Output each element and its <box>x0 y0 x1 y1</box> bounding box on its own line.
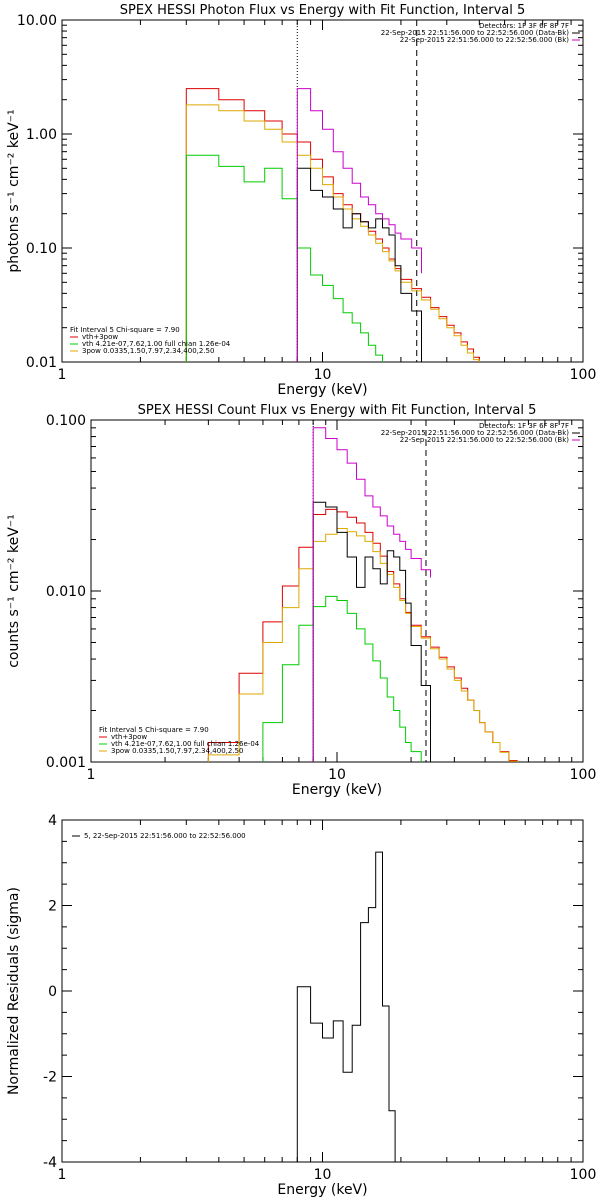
legend-entry: 3pow 0.0335,1.50,7.97,2.34,400,2.50 <box>111 747 243 755</box>
header-line: Detectors: 1F 3F 6F 8F 7F <box>479 422 569 430</box>
x-tick-label: 10 <box>328 767 346 783</box>
y-tick-label: 0.01 <box>26 355 57 371</box>
plot-frame <box>90 419 584 763</box>
chart-title: SPEX HESSI Count Flux vs Energy with Fit… <box>138 403 537 418</box>
y-tick-label: 10.00 <box>17 13 57 29</box>
plot-frame <box>61 819 584 1163</box>
series-vth-3pow <box>185 88 480 362</box>
panel-p3: 1 10 100 Energy (keV) -4 -2 0 2 4 Normalized Resi… <box>6 813 597 1198</box>
y-tick-label: 4 <box>48 813 57 829</box>
x-tick-label: 10 <box>314 367 332 383</box>
x-axis-label: Energy (keV) <box>292 782 382 798</box>
series-3pow <box>185 104 480 362</box>
header-line: Detectors: 1F 3F 6F 8F 7F <box>479 22 569 30</box>
y-axis-label: counts s⁻¹ cm⁻² keV⁻¹ <box>6 514 22 668</box>
x-axis: 1 10 100 <box>87 420 597 783</box>
y-tick-label: 0.010 <box>46 584 86 600</box>
x-tick-label: 100 <box>570 767 597 783</box>
x-axis-label: Energy (keV) <box>277 382 367 398</box>
header-line: 22-Sep-2015 22:51:56.000 to 22:52:56.000… <box>400 36 570 44</box>
header-line: 22-Sep-2015 22:51:56.000 to 22:52:56.000… <box>400 436 570 444</box>
legend-entry: vth+3pow <box>111 733 147 741</box>
series-data-bk <box>312 501 431 762</box>
panel-p1: SPEX HESSI Photon Flux vs Energy with Fi… <box>6 3 596 398</box>
y-axis: 0.01 0.10 1.00 10.00 <box>17 13 583 371</box>
legend-entry: 5, 22-Sep-2015 22:51:56.000 to 22:52:56.… <box>84 832 246 840</box>
y-axis-label: Normalized Residuals (sigma) <box>6 887 22 1095</box>
y-axis: 0.001 0.010 0.100 <box>46 413 583 771</box>
legend-title: Fit Interval 5 Chi-square = 7.90 <box>70 326 180 334</box>
legend-title: Fit Interval 5 Chi-square = 7.90 <box>99 726 209 734</box>
plot-area <box>296 851 422 1162</box>
y-tick-label: 0.100 <box>46 413 86 429</box>
series-data-bk <box>296 167 422 362</box>
series-vth <box>185 154 383 362</box>
panel-p2: SPEX HESSI Count Flux vs Energy with Fit… <box>6 403 597 798</box>
x-axis: 1 10 100 <box>58 820 597 1183</box>
y-tick-label: -4 <box>43 1155 57 1171</box>
y-tick-label: 0 <box>48 984 57 1000</box>
x-tick-label: 100 <box>570 1167 597 1183</box>
legend-entry: vth+3pow <box>82 333 118 341</box>
chart-title: SPEX HESSI Photon Flux vs Energy with Fi… <box>120 3 526 18</box>
y-tick-label: 2 <box>48 899 57 915</box>
x-tick-label: 1 <box>58 367 67 383</box>
x-tick-label: 1 <box>87 767 96 783</box>
y-axis-label: photons s⁻¹ cm⁻² keV⁻¹ <box>6 109 22 272</box>
legend-entry: vth 4.21e-07,7.62,1.00 full chian 1.26e-… <box>82 340 231 348</box>
series-3pow <box>207 528 518 762</box>
y-tick-label: -2 <box>43 1070 57 1086</box>
y-tick-label: 1.00 <box>26 127 57 143</box>
series-vth-3pow <box>207 508 518 762</box>
series-vth <box>262 595 422 762</box>
plot-area <box>185 20 480 362</box>
series-bk <box>312 427 431 762</box>
x-axis: 1 10 100 <box>58 20 597 383</box>
header-line: 22-Sep-2015 22:51:56.000 to 22:52:56.000… <box>381 29 570 37</box>
plot-area <box>207 420 518 762</box>
x-axis-label: Energy (keV) <box>277 1182 367 1198</box>
x-tick-label: 10 <box>314 1167 332 1183</box>
series-residuals <box>296 851 422 1162</box>
x-tick-label: 1 <box>58 1167 67 1183</box>
y-tick-label: 0.10 <box>26 241 57 257</box>
legend-entry: vth 4.21e-07,7.62,1.00 full chian 1.26e-… <box>111 740 260 748</box>
y-axis: -4 -2 0 2 4 <box>43 813 583 1171</box>
y-tick-label: 0.001 <box>46 755 86 771</box>
x-tick-label: 100 <box>570 367 597 383</box>
header-line: 22-Sep-2015 22:51:56.000 to 22:52:56.000… <box>381 429 570 437</box>
legend-entry: 3pow 0.0335,1.50,7.97,2.34,400,2.50 <box>82 347 214 355</box>
series-bk <box>296 88 422 362</box>
